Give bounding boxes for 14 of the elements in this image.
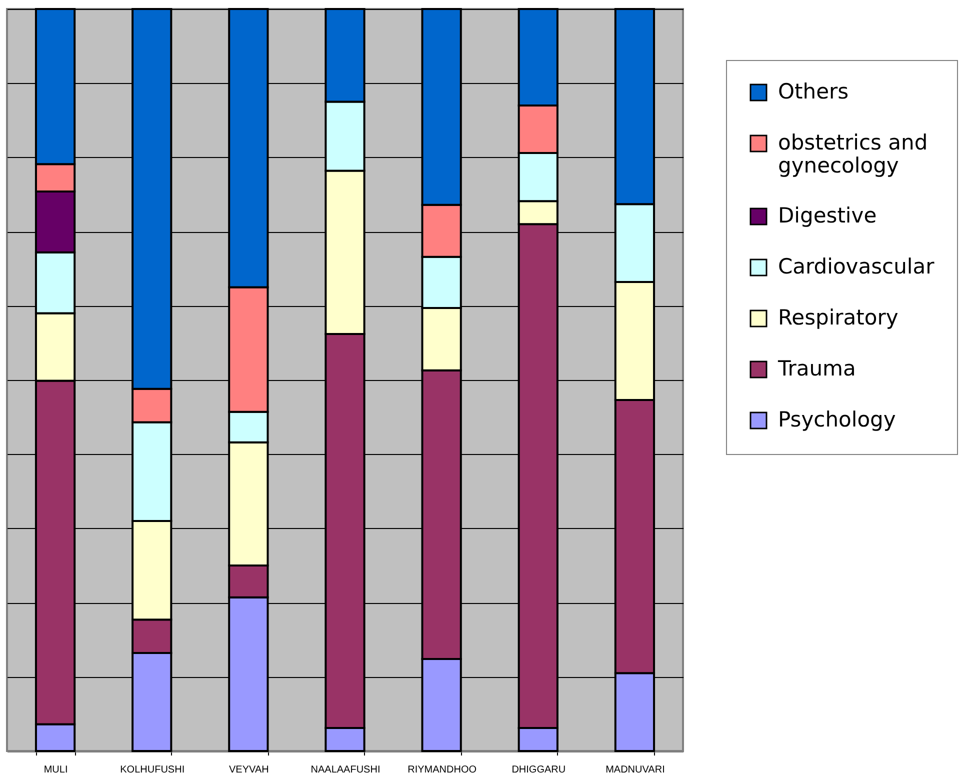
legend-label: Trauma (777, 356, 856, 380)
legend-label: Cardiovascular (778, 254, 935, 278)
x-tick-label: NAALAAFUSHI (310, 764, 380, 776)
x-tick-label: VEYVAH (229, 764, 269, 776)
legend-label: Psychology (778, 408, 896, 432)
legend-label: Digestive (778, 204, 877, 228)
legend-label: Respiratory (778, 306, 898, 330)
legend-label: obstetrics and gynecology (778, 130, 928, 178)
x-tick-label: MADNUVARI (606, 764, 665, 776)
x-tick-label: KOLHUFUSHI (120, 764, 185, 776)
legend-label: Others (778, 80, 849, 104)
x-tick-label: MULI (44, 764, 68, 776)
x-tick-label: DHIGGARU (512, 764, 566, 776)
x-tick-label: RIYMANDHOO (408, 764, 477, 776)
